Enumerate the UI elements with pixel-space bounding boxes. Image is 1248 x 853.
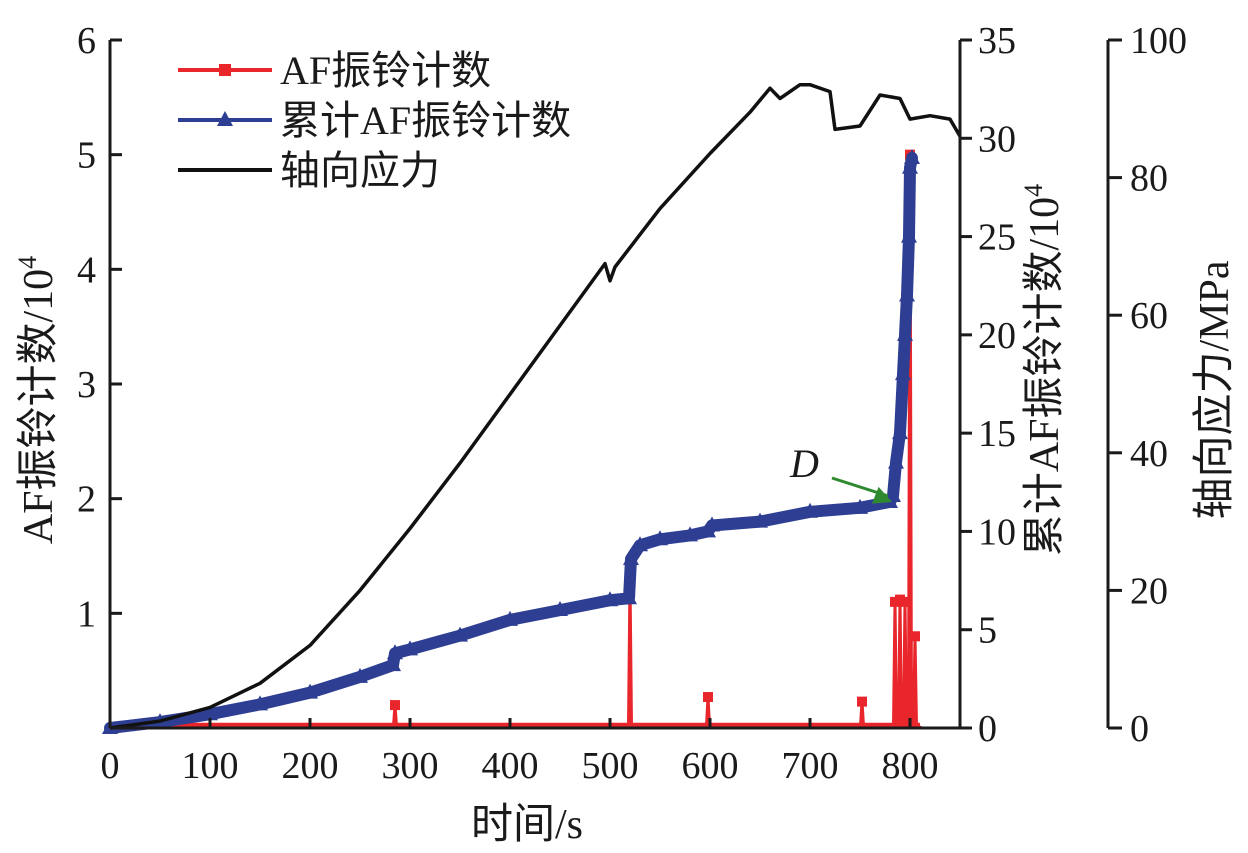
right1-y-tick-label: 20: [978, 315, 1016, 357]
cumulative-af-count-point: [602, 591, 618, 607]
cumulative-af-count-point: [452, 626, 468, 642]
cumulative-af-count-point: [202, 705, 218, 721]
series-layer: [102, 82, 962, 734]
legend-marker-square: [219, 64, 231, 76]
cumulative-af-count-point: [852, 498, 868, 514]
af-count-point: [857, 696, 867, 707]
annotation-d: D: [789, 441, 892, 504]
right2-y-tick-label: 60: [1130, 295, 1168, 337]
legend-entry-cumulative-af-count: 累计AF振铃计数: [178, 98, 571, 143]
right1-y-tick-label: 25: [978, 217, 1016, 259]
cumulative-af-count-point: [623, 549, 639, 565]
legend-entry-axial-stress: 轴向应力: [178, 148, 440, 193]
left-y-axis-title-exp: 4: [13, 256, 42, 269]
x-tick-label: 800: [882, 745, 939, 787]
x-tick-label: 300: [382, 745, 439, 787]
cumulative-af-count-point: [899, 286, 915, 302]
annotation-d-arrow-head: [871, 486, 892, 504]
right2-y-tick-label: 0: [1130, 708, 1149, 750]
right1-y-axis-title-main: 累计AF振铃计数/10: [1022, 197, 1068, 556]
left-y-tick-label: 6: [77, 20, 96, 62]
cumulative-af-count-point: [632, 536, 648, 552]
axes-layer: [108, 40, 1110, 730]
x-tick-label: 200: [282, 745, 339, 787]
x-tick-label: 600: [682, 745, 739, 787]
cumulative-af-count-point: [402, 640, 418, 656]
cumulative-af-count-point: [888, 453, 904, 469]
x-tick-label: 0: [101, 745, 120, 787]
cumulative-af-count-point: [652, 530, 668, 546]
cumulative-af-count-point: [502, 610, 518, 626]
legend-marker-triangle: [217, 111, 233, 126]
cumulative-af-count-point: [252, 695, 268, 711]
cumulative-af-count-point: [352, 667, 368, 683]
x-tick-label: 700: [782, 745, 839, 787]
cumulative-af-count-point: [385, 656, 401, 672]
right1-y-axis-title-exp: 4: [1019, 184, 1048, 197]
cumulative-af-count-point: [552, 601, 568, 617]
af-count-point: [910, 631, 920, 642]
right2-y-axis-title: 轴向应力/MPa: [1191, 260, 1238, 519]
cumulative-af-count-point: [387, 644, 403, 660]
right1-y-tick-label: 30: [978, 118, 1016, 160]
cumulative-af-count-point: [621, 589, 637, 605]
legend-label-cumulative-af-count: 累计AF振铃计数: [280, 98, 571, 143]
af-count-point: [390, 700, 400, 711]
left-y-tick-label: 3: [77, 364, 96, 406]
left-y-tick-label: 4: [77, 249, 96, 291]
legend-entry-af-count: AF振铃计数: [178, 48, 491, 93]
af-count-point: [703, 692, 713, 703]
cumulative-af-count-point: [902, 158, 918, 174]
cumulative-af-count-point: [802, 502, 818, 518]
cumulative-af-count-point: [704, 516, 720, 532]
axial-stress-line: [109, 82, 962, 730]
x-tick-label: 500: [582, 745, 639, 787]
x-axis-title: 时间/s: [471, 802, 583, 848]
right1-y-tick-label: 10: [978, 511, 1016, 553]
cumulative-af-count-point: [885, 487, 901, 503]
left-y-tick-label: 2: [77, 479, 96, 521]
cumulative-af-count-point: [895, 365, 911, 381]
right2-y-tick-label: 80: [1130, 158, 1168, 200]
legend-label-af-count: AF振铃计数: [280, 48, 491, 93]
right1-y-tick-label: 5: [978, 610, 997, 652]
left-y-axis-title: AF振铃计数/104: [13, 256, 62, 544]
ticks-layer: 0 100 200 300 400 500 600 700 800123456051015202…: [77, 20, 1187, 787]
x-tick-label: 400: [482, 745, 539, 787]
cumulative-af-count-point: [901, 227, 917, 243]
right1-y-tick-label: 0: [978, 708, 997, 750]
right2-y-tick-label: 100: [1130, 20, 1187, 62]
cumulative-af-count-point: [302, 683, 318, 699]
cumulative-af-count-point: [682, 526, 698, 542]
cumulative-af-count-point: [904, 148, 920, 164]
left-y-tick-label: 5: [77, 135, 96, 177]
legend-label-axial-stress: 轴向应力: [280, 148, 440, 193]
right1-y-axis-title: 累计AF振铃计数/104: [1019, 184, 1068, 556]
left-y-tick-label: 1: [77, 593, 96, 635]
right1-y-tick-label: 15: [978, 413, 1016, 455]
annotation-d-label: D: [789, 441, 819, 486]
af-count-point: [900, 596, 910, 607]
right1-y-tick-label: 35: [978, 20, 1016, 62]
right2-y-tick-label: 20: [1130, 570, 1168, 612]
legend: AF振铃计数 累计AF振铃计数 轴向应力: [178, 48, 571, 193]
cumulative-af-count-point: [892, 424, 908, 440]
left-y-axis-title-main: AF振铃计数/10: [16, 269, 62, 544]
x-tick-label: 100: [182, 745, 239, 787]
cumulative-af-count-point: [897, 325, 913, 341]
cumulative-af-count-point: [752, 512, 768, 528]
right2-y-tick-label: 40: [1130, 433, 1168, 475]
